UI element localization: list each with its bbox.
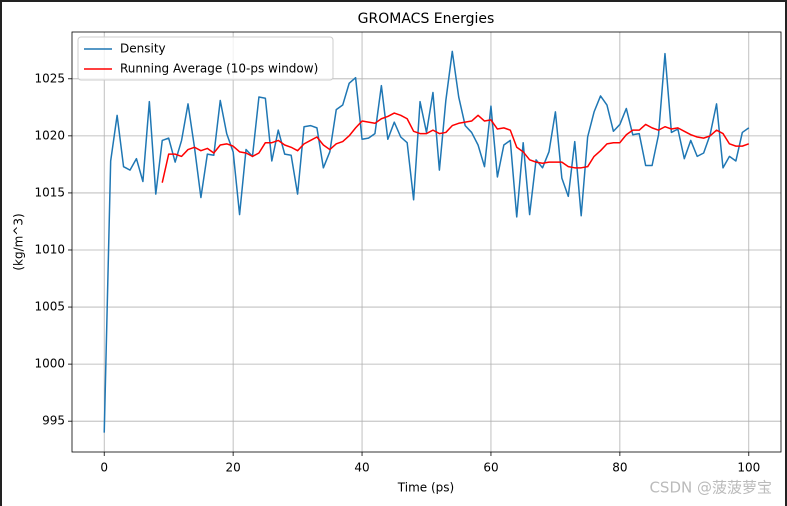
frame-top bbox=[0, 0, 787, 2]
plot-frame bbox=[71, 31, 782, 453]
y-tick-label: 1010 bbox=[34, 242, 65, 256]
legend-box bbox=[77, 36, 334, 81]
data-line bbox=[161, 112, 750, 183]
data-line bbox=[103, 50, 750, 433]
x-tick-label: 100 bbox=[737, 461, 760, 475]
frame-left bbox=[0, 0, 2, 506]
frame-right bbox=[785, 0, 787, 506]
watermark: CSDN @菠菠萝宝 bbox=[649, 479, 772, 497]
y-tick-label: 1020 bbox=[34, 128, 65, 142]
chart-title: GROMACS Energies bbox=[358, 11, 495, 27]
legend-label: Density bbox=[120, 42, 166, 56]
x-tick-label: 0 bbox=[100, 461, 108, 475]
legend-label: Running Average (10-ps window) bbox=[120, 62, 318, 76]
y-tick-label: 1025 bbox=[34, 71, 65, 85]
x-tick-label: 80 bbox=[612, 461, 627, 475]
x-axis-label: Time (ps) bbox=[397, 481, 454, 495]
y-tick-label: 1015 bbox=[34, 185, 65, 199]
y-tick-label: 1000 bbox=[34, 357, 65, 371]
y-tick-label: 1005 bbox=[34, 300, 65, 314]
y-tick-label: 995 bbox=[42, 414, 65, 428]
x-tick-label: 20 bbox=[225, 461, 240, 475]
x-tick-label: 40 bbox=[354, 461, 369, 475]
y-axis-label: (kg/m^3) bbox=[12, 213, 26, 270]
x-tick-label: 60 bbox=[483, 461, 498, 475]
